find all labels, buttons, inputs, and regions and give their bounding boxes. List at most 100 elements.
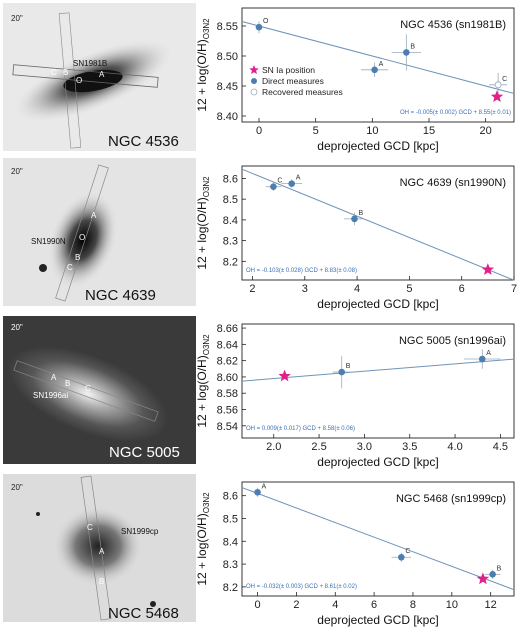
y-tick-label: 8.40: [217, 111, 238, 123]
fit-equation: OH = -0.103(± 0.028) GCD + 8.83(± 0.08): [246, 268, 357, 274]
y-axis-label: 12 + log(O/H)O3N2: [196, 176, 211, 270]
sn-marker: [481, 263, 495, 275]
scale-label: 20": [11, 483, 23, 492]
chart-ngc4639: 2 3 4 5 6 7 8.2 8.3 8.4 8.5 8.6 deprojected GCD [kp…: [196, 158, 520, 314]
sn-marker: [476, 572, 490, 585]
y-tick-label: 8.4: [223, 536, 238, 548]
x-tick-label: 8: [410, 599, 416, 611]
y-tick-label: 8.4: [223, 215, 238, 227]
sn-marker: [490, 90, 504, 103]
x-axis-label: deprojected GCD [kpc]: [317, 139, 438, 153]
data-point-label: C: [277, 178, 282, 185]
y-tick-label: 8.5: [223, 513, 238, 525]
x-tick-label: 4: [332, 599, 338, 611]
scale-label: 20": [11, 14, 23, 23]
galaxy-image-svg: 20" SN1999cp A C B NGC 5468: [3, 474, 196, 622]
galaxy-image-ngc4536: 20" SN1981B O C B A NGC 4536: [3, 3, 196, 151]
x-tick-label: 4.5: [493, 441, 508, 453]
y-tick-label: 8.2: [223, 256, 238, 268]
y-axis-label: 12 + log(O/H)O3N2: [196, 18, 211, 112]
legend-recovered-marker: [250, 88, 258, 96]
region-label: A: [99, 547, 105, 556]
fit-equation: OH = -0.032(± 0.003) GCD + 8.61(± 0.02): [246, 584, 357, 590]
fit-line: [241, 21, 515, 94]
y-tick-label: 8.54: [217, 421, 238, 433]
region-label: A: [51, 373, 57, 382]
y-tick-label: 8.45: [217, 81, 238, 93]
legend-label: Recovered measures: [262, 87, 343, 97]
y-tick-label: 8.66: [217, 323, 238, 335]
region-label: O: [76, 76, 82, 85]
sn-label: SN1999cp: [121, 527, 159, 536]
chart-svg: 2.0 2.5 3.0 3.5 4.0 4.5 8.54 8.56 8.58 8.60 8.62 8.…: [196, 323, 515, 469]
chart-title: NGC 5468 (sn1999cp): [396, 493, 506, 505]
y-tick-label: 8.64: [217, 339, 238, 351]
y-tick-label: 8.2: [223, 582, 238, 594]
chart-ngc5468: 0 2 4 6 8 10 12 8.2 8.3 8.4 8.5 8.6 deprojected GCD …: [196, 474, 520, 630]
region-label: B: [75, 253, 80, 262]
legend-star: [249, 65, 259, 75]
data-point-label: B: [410, 43, 415, 50]
galaxy-image-svg: 20" SN1996ai A B C NGC 5005: [3, 316, 196, 464]
data-point: [403, 49, 410, 56]
x-tick-label: 0: [254, 599, 260, 611]
x-tick-label: 2.0: [266, 441, 281, 453]
x-tick-label: 4.0: [447, 441, 462, 453]
y-tick-label: 8.58: [217, 388, 238, 400]
data-point-label: A: [379, 61, 384, 68]
x-tick-label: 7: [511, 283, 517, 295]
galaxy-image-ngc4639: 20" SN1990N A O B C NGC 4639: [3, 158, 196, 306]
scale-label: 20": [11, 167, 23, 176]
y-tick-label: 8.60: [217, 372, 238, 384]
y-tick-label: 8.5: [223, 194, 238, 206]
chart-title: NGC 4639 (sn1990N): [400, 177, 506, 189]
galaxy-image-svg: 20" SN1990N A O B C NGC 4639: [3, 158, 196, 306]
region-label: B: [63, 68, 68, 77]
galaxy-name: NGC 5468: [108, 605, 179, 622]
data-point-label: B: [358, 210, 363, 217]
y-axis-label: 12 + log(O/H)O3N2: [196, 492, 211, 586]
data-point: [288, 180, 295, 187]
galaxy-image-ngc5468: 20" SN1999cp A C B NGC 5468: [3, 474, 196, 622]
sn-label: SN1996ai: [33, 391, 68, 400]
legend-label: SN Ia position: [262, 65, 315, 75]
region-label: C: [67, 263, 73, 272]
y-tick-label: 8.6: [223, 491, 238, 503]
x-tick-label: 10: [446, 599, 458, 611]
y-tick-label: 8.62: [217, 356, 238, 368]
x-tick-label: 5: [313, 125, 319, 137]
y-tick-label: 8.56: [217, 405, 238, 417]
plot-frame: [241, 323, 515, 439]
y-tick-label: 8.6: [223, 173, 238, 185]
y-tick-label: 8.3: [223, 236, 238, 248]
region-label: O: [79, 233, 85, 242]
x-tick-label: 0: [256, 125, 262, 137]
region-label: C: [87, 523, 93, 532]
x-tick-label: 20: [480, 125, 492, 137]
sn-marker: [278, 369, 291, 382]
galaxy-name: NGC 5005: [109, 444, 180, 461]
x-tick-label: 4: [354, 283, 360, 295]
data-point-label: A: [296, 175, 301, 182]
x-tick-label: 2: [293, 599, 299, 611]
x-tick-label: 15: [423, 125, 435, 137]
chart-svg: 0 2 4 6 8 10 12 8.2 8.3 8.4 8.5 8.6 deprojected GCD …: [196, 481, 515, 627]
chart-title: NGC 4536 (sn1981B): [400, 19, 506, 31]
x-tick-label: 3.0: [357, 441, 372, 453]
scale-label: 20": [11, 323, 23, 332]
fit-equation: OH = 0.009(± 0.017) GCD + 8.58(± 0.06): [246, 426, 355, 432]
fit-line: [241, 487, 515, 591]
x-tick-label: 3: [302, 283, 308, 295]
data-point-recovered: [494, 81, 502, 89]
data-point: [478, 355, 486, 363]
y-tick-label: 8.50: [217, 51, 238, 63]
data-point: [371, 66, 378, 74]
data-point-label: A: [486, 350, 491, 357]
chart-title: NGC 5005 (sn1996ai): [399, 335, 506, 347]
x-tick-label: 10: [366, 125, 378, 137]
x-axis-label: deprojected GCD [kpc]: [317, 297, 438, 311]
x-tick-label: 3.5: [402, 441, 417, 453]
legend-direct-marker: [251, 78, 257, 84]
galaxy-image-svg: 20" SN1981B O C B A NGC 4536: [3, 3, 196, 151]
data-point-label: O: [263, 18, 269, 25]
